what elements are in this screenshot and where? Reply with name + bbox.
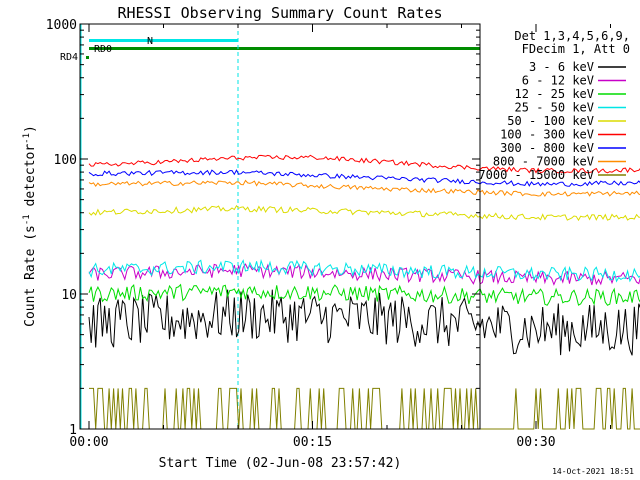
- decim-marker-label: N: [147, 36, 153, 47]
- green-status-bar-0: [89, 47, 480, 50]
- legend-label-8: 7000 - 15000 keV: [478, 168, 594, 182]
- legend-label-2: 12 - 25 keV: [515, 87, 594, 101]
- chart-title: RHESSI Observing Summary Count Rates: [117, 4, 442, 22]
- legend-label-6: 300 - 800 keV: [500, 141, 594, 155]
- x-axis-label: Start Time (02-Jun-08 23:57:42): [159, 456, 402, 471]
- y-tick-label-0: 1: [69, 423, 77, 438]
- marker-lines: [80, 24, 239, 429]
- series-line-6: [88, 169, 640, 187]
- legend-label-4: 50 - 100 keV: [507, 114, 594, 128]
- status-bars: [89, 39, 480, 50]
- axis-ticks: 00:0000:1500:3000:4501:0001:1501:3011010…: [46, 18, 611, 450]
- y-tick-label-1: 10: [61, 288, 77, 303]
- series-line-4: [88, 204, 640, 222]
- series-line-5: [88, 154, 640, 174]
- rd0-label: RD0: [94, 44, 112, 55]
- rd4-dot: [86, 56, 89, 59]
- legend-label-1: 6 - 12 keV: [522, 74, 594, 88]
- y-label-part2: detector: [23, 144, 38, 215]
- timestamp: 14-Oct-2021 18:51: [552, 467, 634, 476]
- legend-label-3: 25 - 50 keV: [515, 101, 594, 115]
- series-line-3: [88, 258, 640, 283]
- legend-header-line2: FDecim 1, Att 0: [522, 42, 630, 56]
- y-label-part3: ): [23, 125, 38, 133]
- legend-header-line1: Det 1,3,4,5,6,9,: [514, 29, 630, 43]
- rd4-label: RD4: [60, 52, 78, 63]
- legend-label-5: 100 - 300 keV: [500, 128, 594, 142]
- legend-label-0: 3 - 6 keV: [529, 60, 594, 74]
- y-label-sup1: -1: [22, 214, 32, 225]
- series-line-1: [88, 263, 640, 286]
- legend-label-7: 800 - 7000 keV: [493, 155, 594, 169]
- y-label-part1: Count Rate (s: [23, 225, 38, 327]
- series-line-0: [88, 289, 640, 356]
- series-line-2: [88, 283, 640, 306]
- series-line-7: [88, 179, 640, 198]
- y-tick-label-2: 100: [54, 153, 77, 168]
- y-label-sup2: -1: [22, 133, 32, 144]
- y-tick-label-3: 1000: [46, 18, 77, 33]
- x-tick-label-0: 00:00: [69, 435, 108, 450]
- plot-frame: [79, 23, 481, 430]
- x-tick-label-1: 00:15: [293, 435, 332, 450]
- cyan-status-bar-0: [89, 39, 238, 42]
- x-tick-label-2: 00:30: [516, 435, 555, 450]
- y-axis-label: Count Rate (s-1 detector-1): [22, 125, 38, 327]
